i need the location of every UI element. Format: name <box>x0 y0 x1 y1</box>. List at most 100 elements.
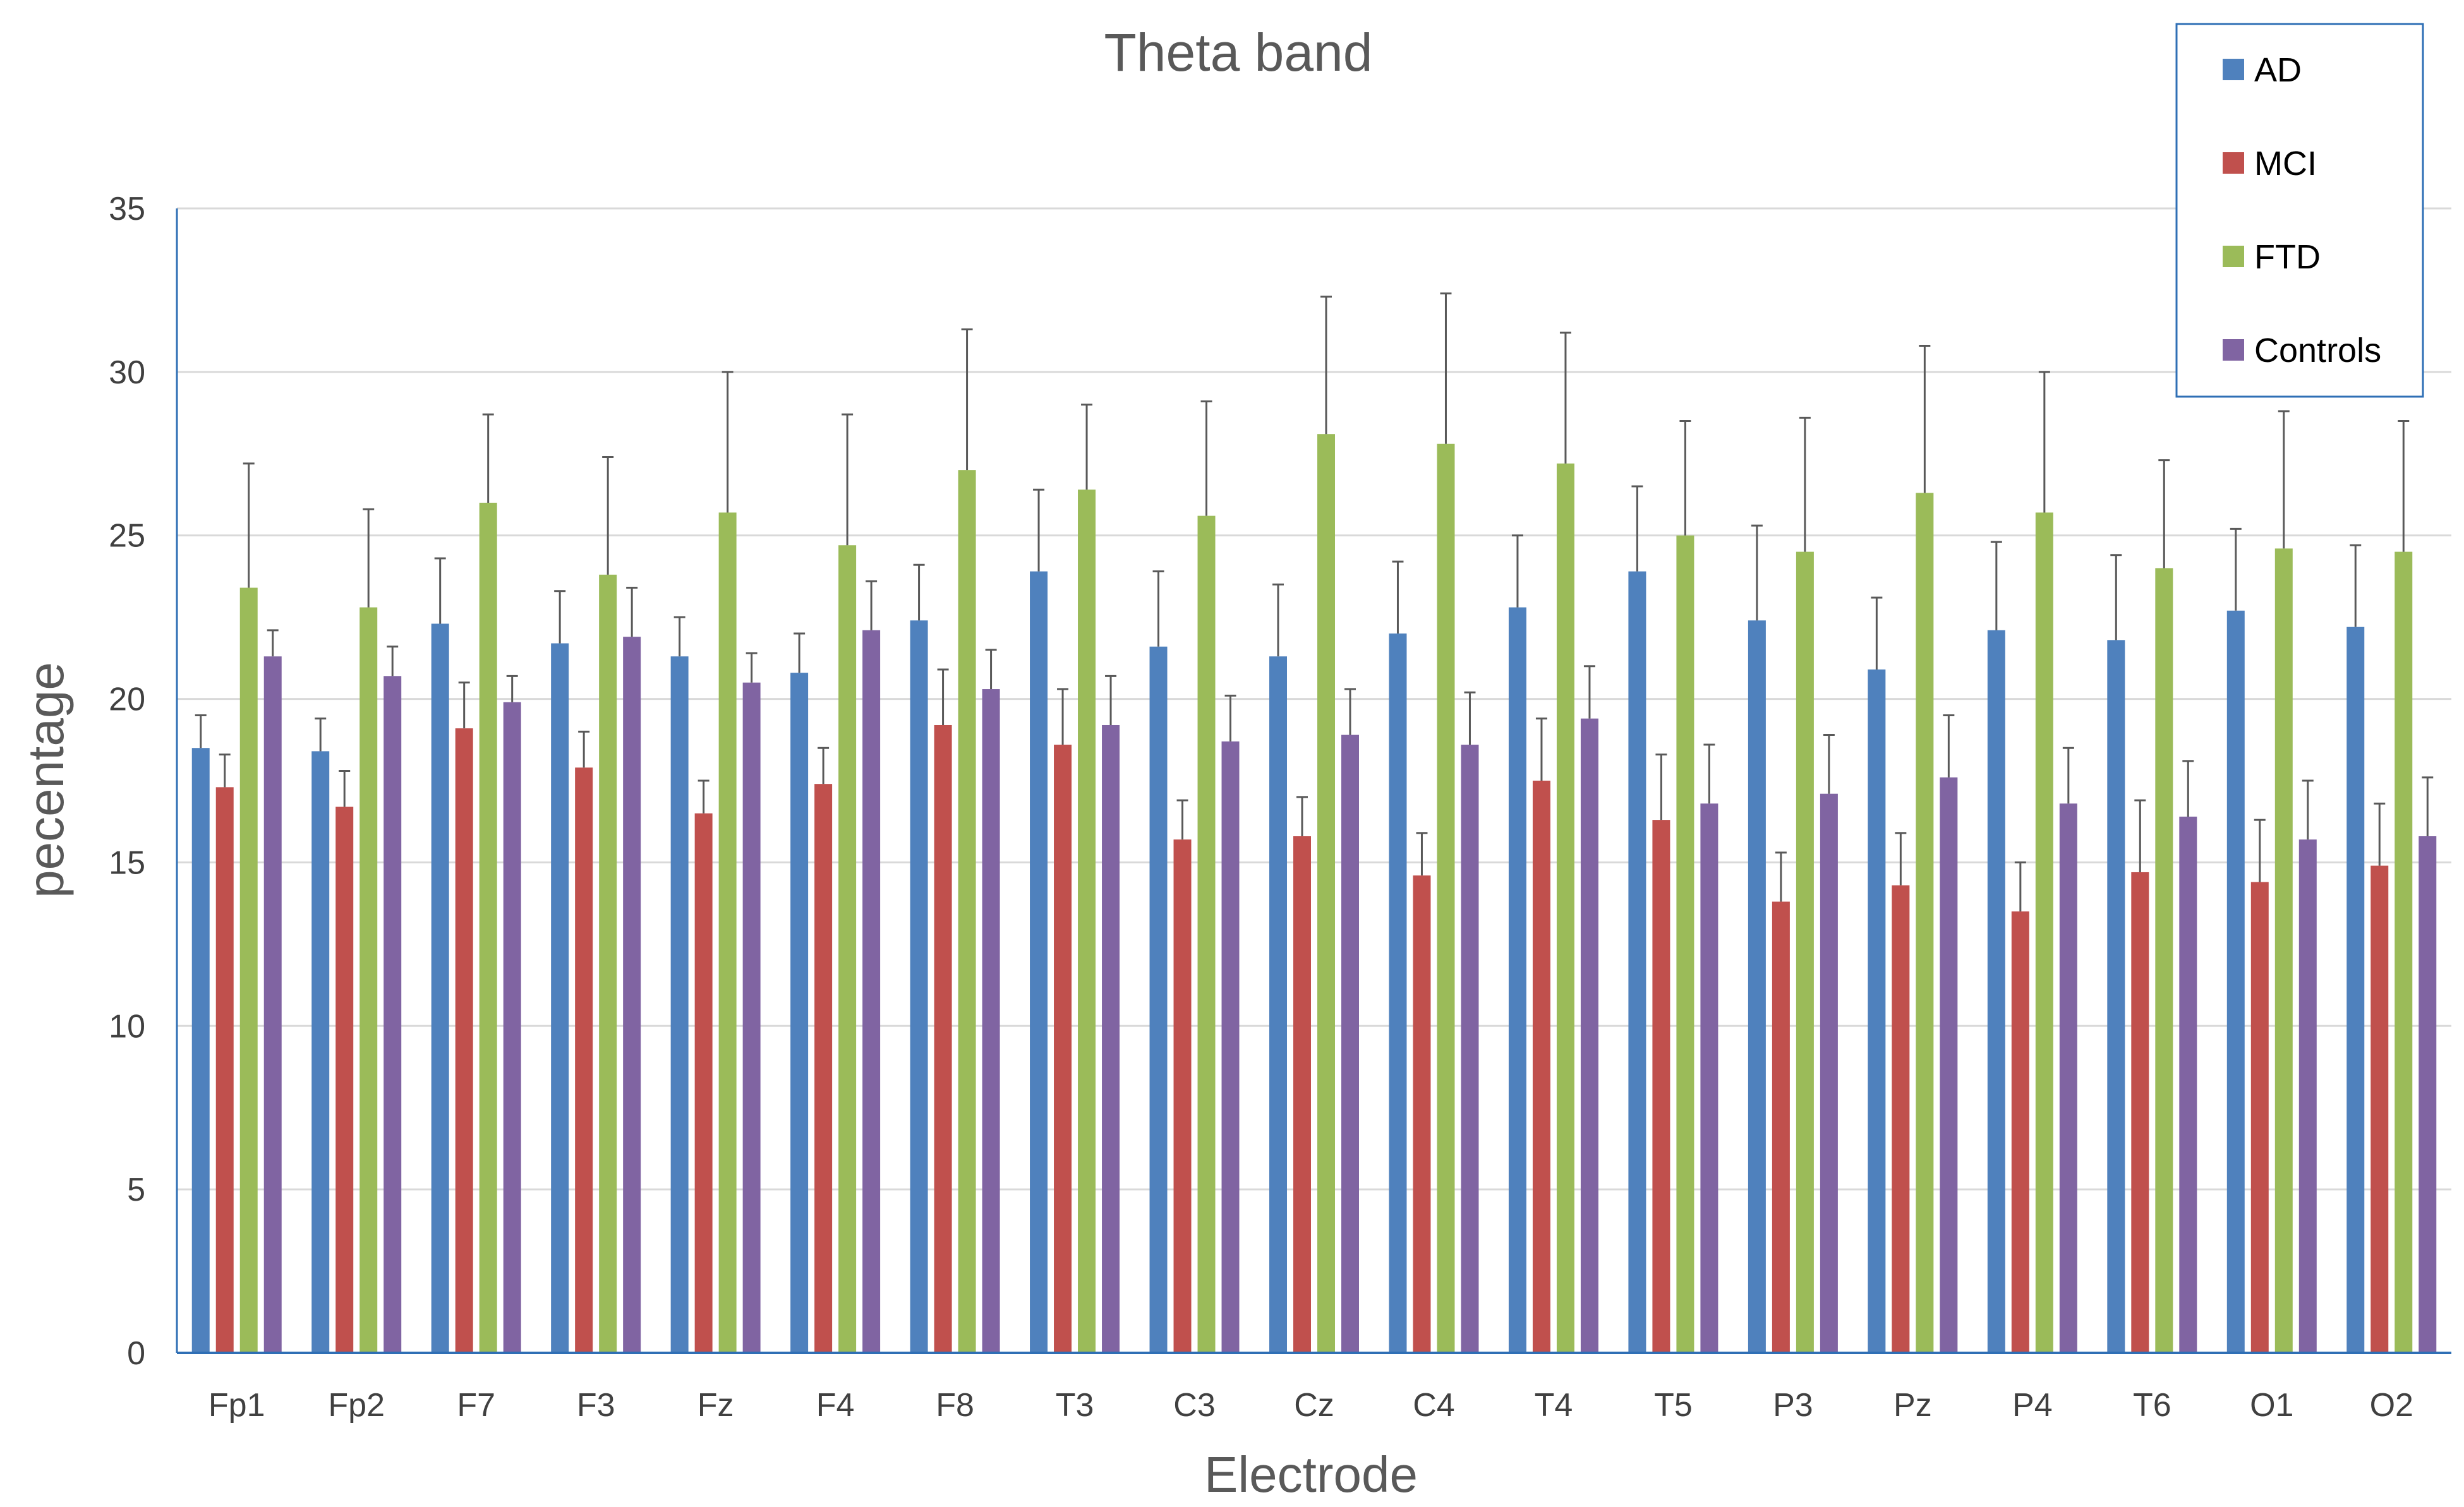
x-tick-label: C4 <box>1413 1387 1454 1424</box>
x-tick-label: O2 <box>2370 1387 2413 1424</box>
bar-ftd-t6 <box>2155 568 2173 1353</box>
y-tick-label: 15 <box>109 844 145 881</box>
y-tick-label: 30 <box>109 354 145 391</box>
bar-controls-pz <box>1940 777 1958 1353</box>
bar-controls-o1 <box>2298 839 2317 1353</box>
x-tick-label: C3 <box>1173 1387 1215 1424</box>
bar-controls-fp2 <box>383 676 402 1353</box>
bar-mci-f8 <box>934 724 952 1353</box>
bar-controls-cz <box>1341 735 1359 1353</box>
bar-mci-fp1 <box>215 787 234 1353</box>
legend-box <box>2175 23 2424 398</box>
axes <box>176 208 2451 1354</box>
x-tick-label: Fz <box>698 1387 734 1424</box>
x-tick-label: Fp1 <box>208 1387 265 1424</box>
y-tick-label: 5 <box>127 1172 145 1208</box>
bar-ad-t3 <box>1030 571 1048 1353</box>
bar-mci-t3 <box>1054 745 1072 1353</box>
legend-items: AD MCI FTD Controls <box>2223 51 2381 369</box>
bars <box>191 434 2437 1354</box>
bar-ftd-t4 <box>1556 463 1574 1353</box>
bar-controls-t6 <box>2179 816 2197 1353</box>
bar-ftd-pz <box>1916 493 1934 1354</box>
bar-mci-f4 <box>814 784 833 1353</box>
x-tick-label: T5 <box>1654 1387 1693 1424</box>
bar-ftd-f8 <box>958 470 976 1354</box>
x-tick-label: Pz <box>1893 1387 1932 1424</box>
x-tick-label: O1 <box>2250 1387 2293 1424</box>
y-tick-label: 35 <box>109 191 145 227</box>
bar-mci-fz <box>694 813 713 1353</box>
bar-controls-p3 <box>1820 793 1838 1353</box>
bar-ad-fz <box>670 656 689 1353</box>
chart-title: Theta band <box>1104 23 1372 82</box>
y-tick-label: 0 <box>127 1335 145 1372</box>
bar-ftd-fp1 <box>239 587 258 1353</box>
legend-swatch-mci <box>2223 152 2244 174</box>
legend-label-mci: MCI <box>2254 145 2317 183</box>
bar-ad-fp1 <box>191 748 210 1353</box>
bar-mci-o2 <box>2370 865 2389 1353</box>
bar-ftd-o2 <box>2395 551 2413 1353</box>
bar-ftd-fz <box>718 512 737 1353</box>
bar-controls-c3 <box>1221 741 1240 1353</box>
y-axis-title: pecentage <box>18 662 74 898</box>
bar-mci-o1 <box>2250 882 2269 1353</box>
bar-mci-f7 <box>455 728 473 1353</box>
bar-controls-o2 <box>2419 836 2437 1353</box>
bar-ftd-t5 <box>1676 535 1694 1353</box>
bar-controls-f3 <box>623 637 641 1353</box>
bar-mci-f3 <box>575 767 593 1353</box>
y-tick-label: 20 <box>109 681 145 718</box>
legend: AD MCI FTD Controls <box>2175 23 2424 398</box>
bar-controls-t4 <box>1580 718 1598 1353</box>
x-axis-title: Electrode <box>1204 1446 1418 1503</box>
legend-label-controls: Controls <box>2254 332 2381 369</box>
bar-controls-f4 <box>862 630 881 1353</box>
bar-ad-f4 <box>790 673 809 1353</box>
bar-mci-pz <box>1892 885 1910 1353</box>
bar-ftd-t3 <box>1078 489 1096 1353</box>
bar-controls-t5 <box>1700 803 1718 1353</box>
bar-controls-c4 <box>1461 745 1479 1353</box>
bar-ad-p3 <box>1748 620 1766 1353</box>
bar-ad-fp2 <box>311 751 330 1353</box>
x-tick-label: P3 <box>1773 1387 1813 1424</box>
bar-ftd-p3 <box>1796 551 1814 1353</box>
bar-controls-p4 <box>2059 803 2077 1353</box>
bar-ad-t4 <box>1508 607 1526 1353</box>
x-tick-label: T4 <box>1535 1387 1573 1424</box>
x-tick-label: T3 <box>1056 1387 1094 1424</box>
y-tick-label: 25 <box>109 518 145 555</box>
bar-ftd-p4 <box>2035 512 2053 1353</box>
bar-ad-c3 <box>1149 646 1168 1354</box>
bar-ftd-fp2 <box>359 607 378 1353</box>
bar-ad-o2 <box>2346 627 2365 1353</box>
x-tick-labels: Fp1 Fp2 F7 F3 Fz F4 F8 T3 C3 Cz C4 T4 T5 P3 Pz P4 T6 O1 O2 <box>208 1387 2413 1424</box>
x-tick-label: F7 <box>457 1387 495 1424</box>
error-bars <box>195 292 2434 912</box>
bar-ad-f3 <box>551 643 569 1353</box>
bar-controls-fz <box>742 682 761 1353</box>
x-tick-label: P4 <box>2012 1387 2053 1424</box>
legend-swatch-ftd <box>2223 246 2244 267</box>
bar-mci-c4 <box>1413 875 1431 1353</box>
bar-mci-cz <box>1293 836 1311 1353</box>
bar-controls-fp1 <box>263 656 282 1353</box>
legend-label-ad: AD <box>2254 51 2302 89</box>
legend-label-ftd: FTD <box>2254 238 2321 276</box>
bar-ad-f8 <box>910 620 928 1353</box>
bar-controls-f7 <box>503 702 521 1353</box>
x-tick-label: T6 <box>2133 1387 2171 1424</box>
bar-ad-p4 <box>1987 630 2005 1353</box>
bar-ftd-f7 <box>479 502 497 1353</box>
bar-ad-t5 <box>1628 571 1646 1353</box>
bar-ad-cz <box>1269 656 1287 1353</box>
bar-ad-pz <box>1868 669 1886 1353</box>
bar-ad-t6 <box>2107 640 2125 1354</box>
bar-controls-t3 <box>1102 724 1120 1353</box>
bar-mci-p4 <box>2011 911 2029 1353</box>
bar-mci-p3 <box>1772 901 1790 1353</box>
